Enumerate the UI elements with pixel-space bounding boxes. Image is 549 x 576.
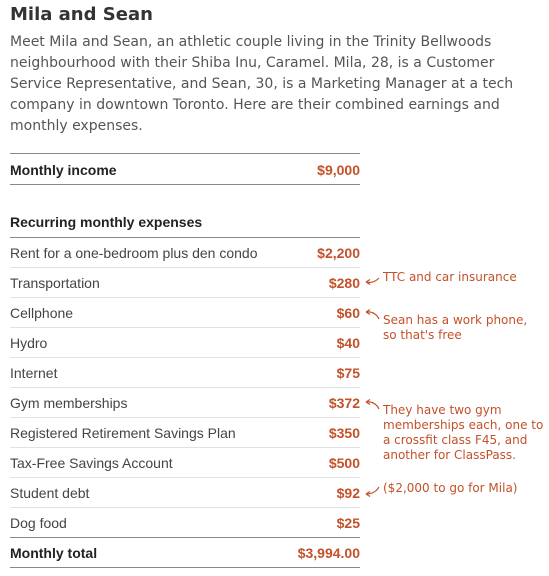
table-top-rule — [10, 153, 360, 154]
expense-label: Student debt — [10, 485, 90, 501]
income-amount: $9,000 — [317, 162, 360, 178]
expense-amount: $280 — [328, 275, 360, 291]
expense-row: Registered Retirement Savings Plan $350 — [10, 418, 360, 448]
gym-note: They have two gym memberships each, one … — [383, 403, 544, 462]
expense-amount: $500 — [328, 455, 360, 471]
income-row: Monthly income $9,000 — [10, 155, 360, 185]
expense-label: Rent for a one-bedroom plus den condo — [10, 245, 258, 261]
expense-amount: $60 — [336, 305, 360, 321]
expense-label: Registered Retirement Savings Plan — [10, 425, 236, 441]
total-amount: $3,994.00 — [297, 545, 360, 561]
expense-label: Transportation — [10, 275, 100, 291]
arrow-icon — [365, 277, 380, 286]
expense-label: Internet — [10, 365, 58, 381]
arrow-icon — [365, 308, 380, 320]
expense-amount: $350 — [328, 425, 360, 441]
expense-label: Dog food — [10, 515, 67, 531]
expense-row: Cellphone $60 — [10, 298, 360, 328]
expense-amount: $2,200 — [317, 245, 360, 261]
expense-row: Student debt $92 — [10, 478, 360, 508]
expense-row: Dog food $25 — [10, 508, 360, 538]
expense-row: Internet $75 — [10, 358, 360, 388]
expense-amount: $92 — [336, 485, 360, 501]
expenses-top-rule — [10, 237, 360, 238]
expense-label: Gym memberships — [10, 395, 128, 411]
transportation-note: TTC and car insurance — [383, 270, 517, 284]
page-title: Mila and Sean — [10, 4, 153, 25]
expense-label: Tax-Free Savings Account — [10, 455, 173, 471]
expense-row: Transportation $280 — [10, 268, 360, 298]
expense-row: Hydro $40 — [10, 328, 360, 358]
total-row: Monthly total $3,994.00 — [10, 538, 360, 568]
expense-label: Hydro — [10, 335, 48, 351]
arrow-icon — [365, 398, 380, 410]
cellphone-note: Sean has a work phone, so that's free — [383, 313, 528, 342]
expenses-heading: Recurring monthly expenses — [10, 214, 203, 230]
expense-row: Rent for a one-bedroom plus den condo $2… — [10, 238, 360, 268]
income-label: Monthly income — [10, 162, 117, 178]
expense-amount: $372 — [328, 395, 360, 411]
student-debt-note: ($2,000 to go for Mila) — [383, 481, 518, 495]
total-label: Monthly total — [10, 545, 98, 561]
expense-amount: $25 — [336, 515, 360, 531]
expense-amount: $75 — [336, 365, 360, 381]
intro-paragraph: Meet Mila and Sean, an athletic couple l… — [10, 34, 514, 134]
expense-label: Cellphone — [10, 305, 74, 321]
expense-row: Gym memberships $372 — [10, 388, 360, 418]
arrow-icon — [365, 486, 380, 498]
expense-row: Tax-Free Savings Account $500 — [10, 448, 360, 478]
expense-amount: $40 — [336, 335, 360, 351]
